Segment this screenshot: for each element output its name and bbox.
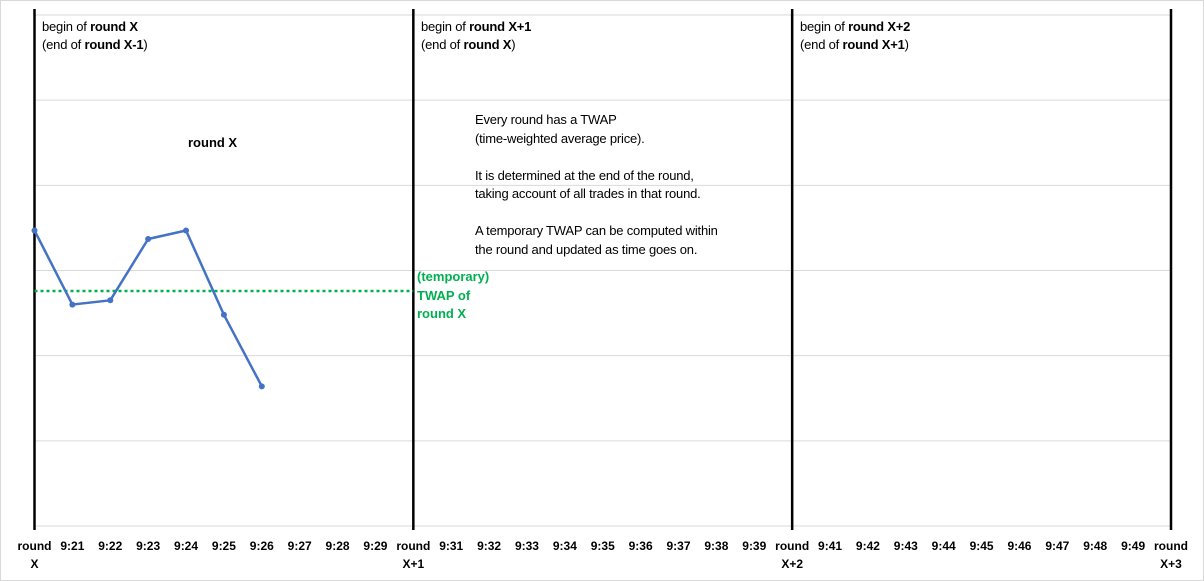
data-point <box>69 301 76 308</box>
x-tick-label: 9:41 <box>818 539 842 553</box>
data-point <box>258 383 265 390</box>
explain-line: the round and updated as time goes on. <box>475 241 698 257</box>
explain-line: (time-weighted average price). <box>475 130 645 146</box>
x-tick-label: 9:26 <box>250 539 274 553</box>
x-tick-label: 9:43 <box>894 539 918 553</box>
x-tick-label: 9:31 <box>439 539 463 553</box>
round-title: round X <box>188 135 238 150</box>
x-tick-label: 9:47 <box>1045 539 1069 553</box>
explain-line: taking account of all trades in that rou… <box>475 186 701 201</box>
x-tick-label: 9:27 <box>288 539 312 553</box>
x-tick-label: 9:21 <box>60 539 84 553</box>
data-point <box>107 297 114 304</box>
x-tick-label: 9:35 <box>591 539 615 553</box>
data-point <box>220 311 227 318</box>
price-series <box>31 227 265 390</box>
x-tick-label: round X+1 <box>396 539 430 571</box>
series-line <box>33 229 263 387</box>
x-tick-label: 9:23 <box>136 539 160 553</box>
data-point <box>183 227 190 234</box>
x-tick-label: 9:38 <box>704 539 728 553</box>
twap-label: (temporary) TWAP of round X <box>417 269 490 321</box>
explain-line: Every round has a TWAP <box>475 112 617 127</box>
x-tick-label: 9:45 <box>970 539 994 553</box>
x-tick-label: 9:29 <box>363 539 387 553</box>
data-point <box>31 227 38 234</box>
x-axis-tick-labels: round X 9:21 9:22 9:23 9:24 9:25 9:26 9:27 9:28 9:… <box>18 539 1189 571</box>
round-boundaries <box>33 9 1173 530</box>
data-point <box>145 235 152 242</box>
x-tick-label: round X+3 <box>1154 539 1188 571</box>
x-tick-label: round X <box>18 539 52 571</box>
gridlines <box>34 14 1171 527</box>
boundary-label-round-x1: begin of round X+1 (end of round X) <box>421 19 532 52</box>
x-tick-label: 9:44 <box>932 539 956 553</box>
explain-line: It is determined at the end of the round… <box>475 167 694 183</box>
x-tick-label: round X+2 <box>775 539 809 571</box>
x-tick-label: 9:37 <box>667 539 691 553</box>
x-tick-label: 9:22 <box>98 539 122 553</box>
x-tick-label: 9:42 <box>856 539 880 553</box>
x-tick-label: 9:32 <box>477 539 501 553</box>
x-tick-label: 9:24 <box>174 539 198 553</box>
x-tick-label: 9:39 <box>742 539 766 553</box>
explanation-text: Every round has a TWAP (time-weighted ave… <box>475 111 718 278</box>
x-tick-label: 9:25 <box>212 539 236 553</box>
x-tick-label: 9:33 <box>515 539 539 553</box>
x-tick-label: 9:36 <box>629 539 653 553</box>
boundary-label-round-x: begin of round X (end of round X-1) <box>42 19 148 52</box>
boundary-label-round-x2: begin of round X+2 (end of round X+1) <box>800 19 911 52</box>
x-tick-label: 9:28 <box>326 539 350 553</box>
x-tick-label: 9:34 <box>553 539 577 553</box>
x-tick-label: 9:48 <box>1083 539 1107 553</box>
explain-line: A temporary TWAP can be computed within <box>475 223 718 238</box>
x-tick-label: 9:49 <box>1121 539 1145 553</box>
x-tick-label: 9:46 <box>1007 539 1031 553</box>
